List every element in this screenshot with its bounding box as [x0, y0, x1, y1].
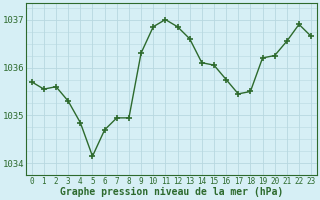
X-axis label: Graphe pression niveau de la mer (hPa): Graphe pression niveau de la mer (hPa)	[60, 187, 283, 197]
